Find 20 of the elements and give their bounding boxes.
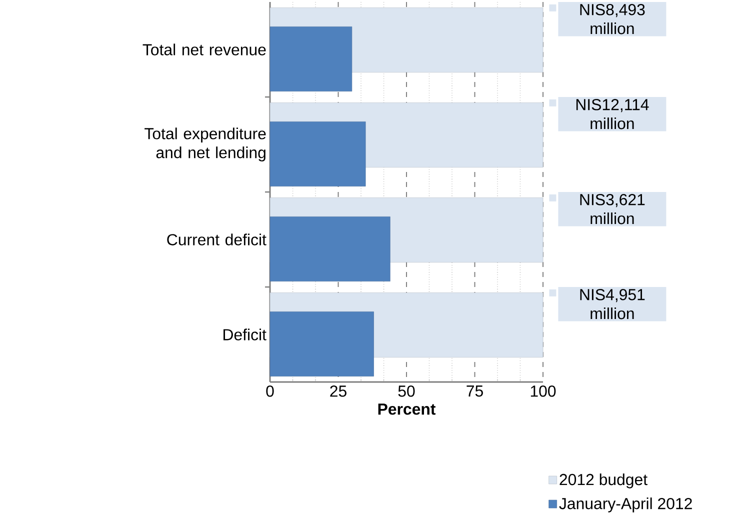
y-tick-label: Total net revenue <box>142 44 266 56</box>
x-tick-label: 50 <box>398 386 415 397</box>
data-label: NIS3,621 million <box>580 194 645 224</box>
x-tick-label: 0 <box>266 386 274 397</box>
legend-label: 2012 budget <box>560 473 648 488</box>
bar <box>270 216 390 282</box>
bar <box>270 122 366 186</box>
x-tick-label: 25 <box>330 386 346 397</box>
data-label: NIS8,493 million <box>580 4 645 34</box>
x-axis-title: Percent <box>378 404 436 415</box>
x-tick-label: 75 <box>466 386 483 397</box>
legend-label: January-April 2012 <box>559 498 692 512</box>
bar <box>270 312 374 376</box>
y-tick-label: Total expenditure and net lending <box>144 128 266 162</box>
y-tick-label: Deficit <box>224 328 266 340</box>
data-label: NIS12,114 million <box>576 98 649 130</box>
data-label: NIS4,951 million <box>580 288 645 320</box>
x-tick-label: 100 <box>530 386 556 397</box>
y-tick-label: Current deficit <box>167 234 266 246</box>
bar <box>270 26 352 92</box>
